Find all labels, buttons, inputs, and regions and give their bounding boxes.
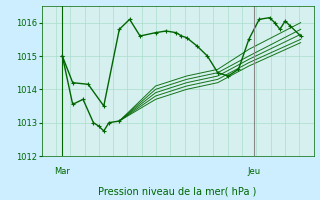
Text: Mar: Mar	[54, 167, 70, 176]
Text: Pression niveau de la mer( hPa ): Pression niveau de la mer( hPa )	[99, 187, 257, 197]
Text: Jeu: Jeu	[247, 167, 260, 176]
